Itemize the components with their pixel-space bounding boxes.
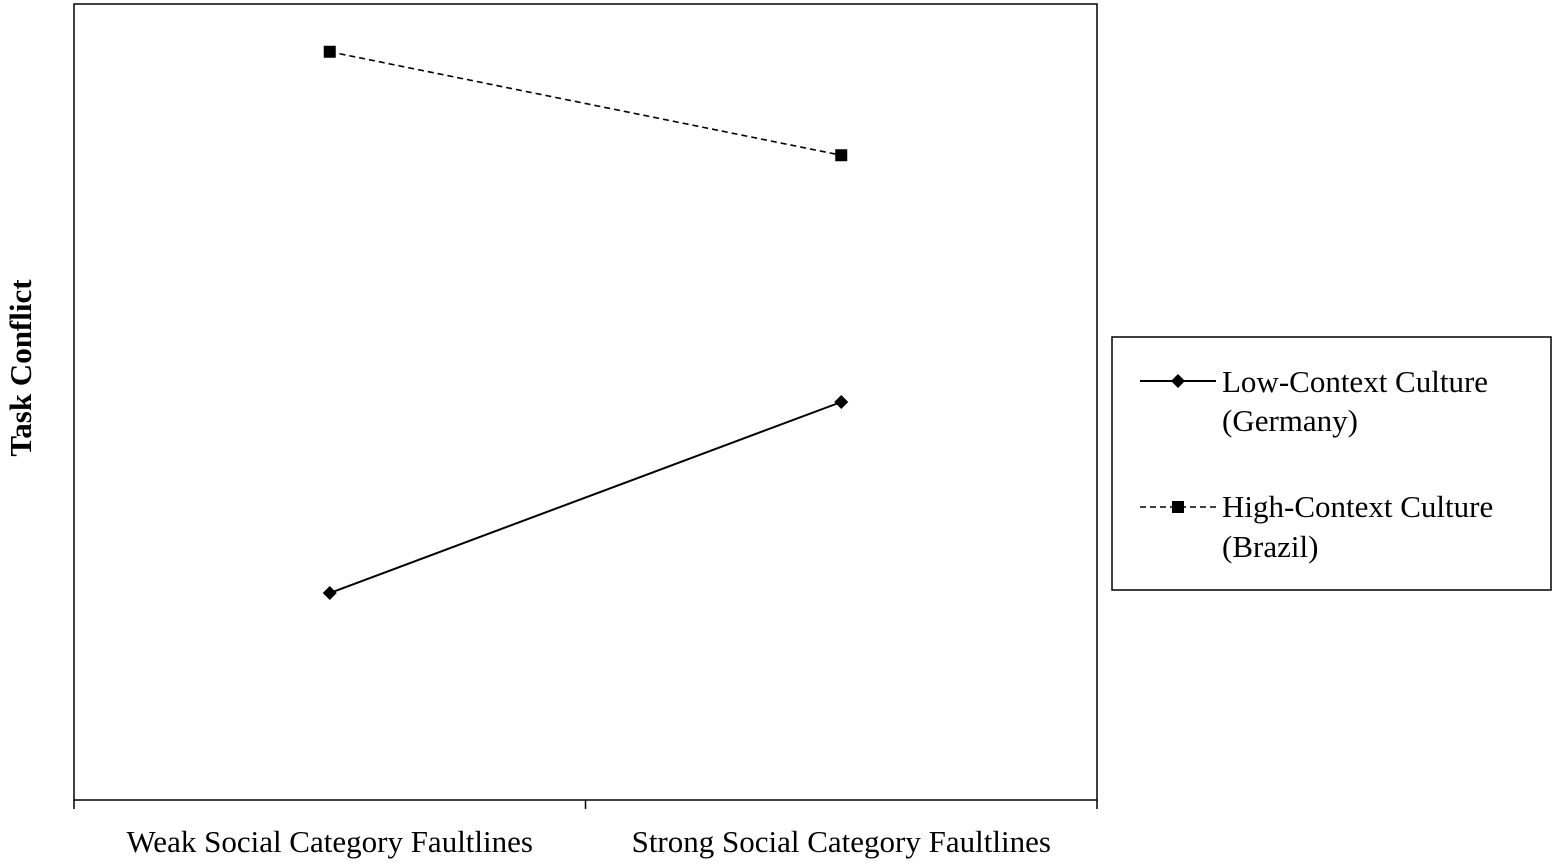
legend-item-low-context: Low-Context Culture (Germany) [1140, 364, 1496, 438]
x-tick-label-weak: Weak Social Category Faultlines [127, 824, 533, 859]
x-axis-ticks [73, 800, 1098, 809]
series-line-low-context [329, 401, 842, 594]
legend-item-high-context: High-Context Culture (Brazil) [1140, 489, 1501, 564]
legend-label-low-context-line1: Low-Context Culture [1222, 364, 1488, 399]
low-context-point-1 [834, 395, 849, 409]
legend-box [1111, 336, 1552, 591]
high-context-point-1 [835, 149, 848, 162]
x-tick-label-strong: Strong Social Category Faultlines [632, 824, 1051, 859]
legend-label-high-context-line2: (Brazil) [1222, 529, 1318, 564]
plot-area [73, 3, 1098, 801]
y-axis-title: Task Conflict [3, 279, 38, 457]
series-layer [322, 45, 849, 601]
legend: Low-Context Culture (Germany) High-Conte… [1111, 336, 1552, 591]
legend-label-low-context-line2: (Germany) [1222, 403, 1358, 438]
svg-text:High-Context Culture (: High-Context Culture (Brazil) [1222, 489, 1501, 564]
legend-label-high-context-line1: High-Context Culture [1222, 489, 1493, 524]
high-context-point-0 [323, 45, 336, 58]
series-line-high-context [329, 50, 842, 157]
legend-square-marker [1172, 501, 1184, 513]
low-context-point-0 [322, 586, 337, 601]
legend-diamond-marker [1171, 374, 1185, 388]
svg-text:Low-Context Culture (G: Low-Context Culture (Germany) [1222, 364, 1496, 438]
